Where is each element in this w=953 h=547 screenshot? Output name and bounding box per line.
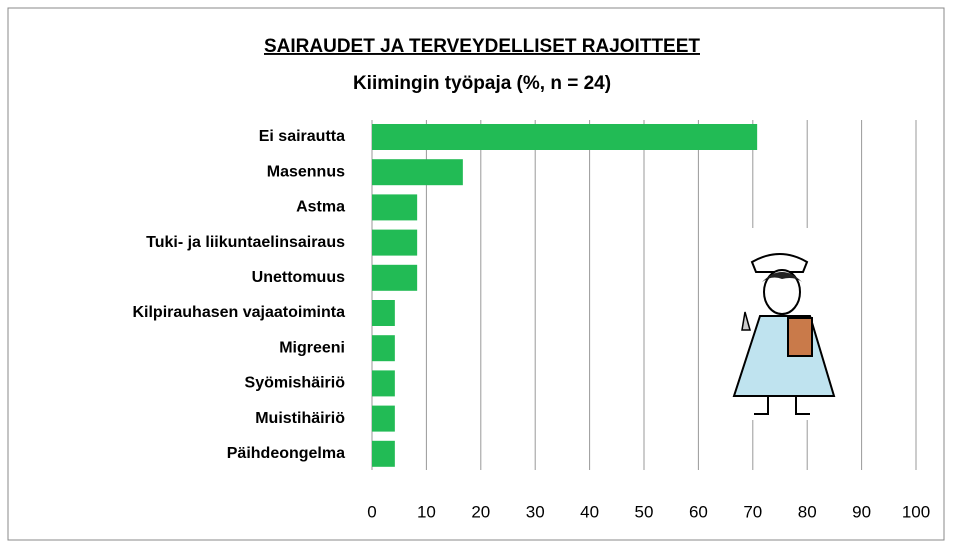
chart: SAIRAUDET JA TERVEYDELLISET RAJOITTEET K…	[0, 0, 953, 547]
x-tick-label: 80	[798, 502, 817, 521]
x-tick-label: 0	[367, 502, 376, 521]
x-tick-label: 100	[902, 502, 930, 521]
y-tick-label: Syömishäiriö	[245, 375, 346, 392]
x-tick-label: 10	[417, 502, 436, 521]
y-tick-label: Muistihäiriö	[255, 410, 345, 427]
bar	[372, 124, 757, 150]
y-tick-label: Migreeni	[279, 339, 345, 356]
x-tick-label: 50	[635, 502, 654, 521]
x-tick-label: 60	[689, 502, 708, 521]
bar	[372, 335, 395, 361]
chart-subtitle: Kiimingin työpaja (%, n = 24)	[353, 73, 611, 94]
x-tick-label: 70	[743, 502, 762, 521]
bar	[372, 230, 417, 256]
y-tick-label: Tuki- ja liikuntaelinsairaus	[146, 234, 345, 251]
bar	[372, 194, 417, 220]
bar	[372, 300, 395, 326]
nurse-illustration	[712, 228, 852, 420]
x-tick-label: 40	[580, 502, 599, 521]
bar	[372, 159, 463, 185]
x-tick-label: 30	[526, 502, 545, 521]
bar	[372, 406, 395, 432]
y-tick-label: Masennus	[267, 163, 345, 180]
y-tick-label: Päihdeongelma	[227, 445, 345, 462]
x-tick-label: 20	[471, 502, 490, 521]
chart-title: SAIRAUDET JA TERVEYDELLISET RAJOITTEET	[264, 36, 700, 57]
x-tick-label: 90	[852, 502, 871, 521]
bar	[372, 370, 395, 396]
y-tick-label: Unettomuus	[252, 269, 345, 286]
y-tick-label: Kilpirauhasen vajaatoiminta	[132, 304, 345, 321]
y-tick-label: Ei sairautta	[259, 128, 345, 145]
bar	[372, 265, 417, 291]
y-tick-label: Astma	[296, 199, 345, 216]
bar	[372, 441, 395, 467]
